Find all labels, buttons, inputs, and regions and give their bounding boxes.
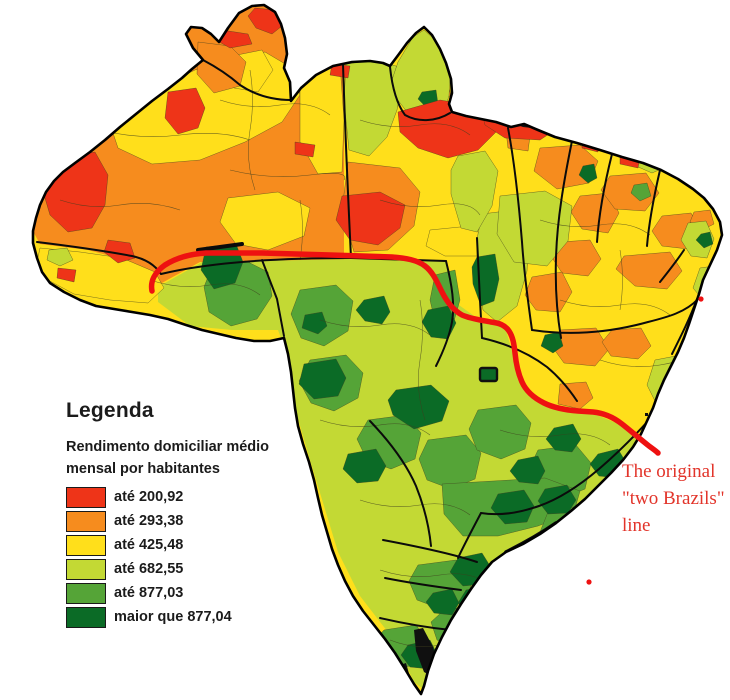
legend-row: até 877,03 (66, 582, 296, 604)
legend-label: até 682,55 (114, 561, 184, 577)
municipal-boundaries-texture (59, 69, 701, 656)
base-green-centersouth-region (158, 259, 652, 694)
annotation-line3: line (622, 515, 651, 536)
legend-label: até 877,03 (114, 585, 184, 601)
legend-row: até 293,38 (66, 510, 296, 532)
legend-rows: até 200,92 até 293,38 até 425,48 até 682… (66, 486, 296, 628)
legend-row: até 425,48 (66, 534, 296, 556)
legend-subtitle-line2: mensal por habitantes (66, 461, 220, 477)
legend-subtitle-line1: Rendimento domiciliar médio (66, 439, 270, 455)
legend-label: até 425,48 (114, 537, 184, 553)
offshore-black-dot (645, 413, 648, 416)
distrito-federal-block (478, 366, 499, 383)
two-brazils-line (148, 250, 661, 456)
legend: Legenda Rendimento domiciliar médio mens… (66, 399, 296, 631)
legend-swatch-mediumgreen (66, 582, 106, 604)
legend-label: maior que 877,04 (114, 609, 232, 625)
annotation-line1: The original (622, 461, 716, 482)
annotation-line2: "two Brazils" (622, 488, 725, 509)
legend-label: até 293,38 (114, 513, 184, 529)
legend-swatch-yellow (66, 534, 106, 556)
legend-swatch-orange (66, 510, 106, 532)
legend-swatch-red (66, 486, 106, 508)
legend-title: Legenda (66, 399, 154, 422)
legend-label: até 200,92 (114, 489, 184, 505)
offshore-red-dot-south (586, 579, 592, 585)
offshore-red-dot-north (698, 296, 704, 302)
brazil-outline (31, 3, 724, 696)
legend-row: até 682,55 (66, 558, 296, 580)
legend-row: até 200,92 (66, 486, 296, 508)
two-brazils-annotation: The original "two Brazils" line (622, 458, 730, 539)
legend-row: maior que 877,04 (66, 606, 296, 628)
legend-swatch-lightgreen (66, 558, 106, 580)
legend-swatch-darkgreen (66, 606, 106, 628)
legend-subtitle: Rendimento domiciliar médio mensal por h… (66, 436, 296, 480)
